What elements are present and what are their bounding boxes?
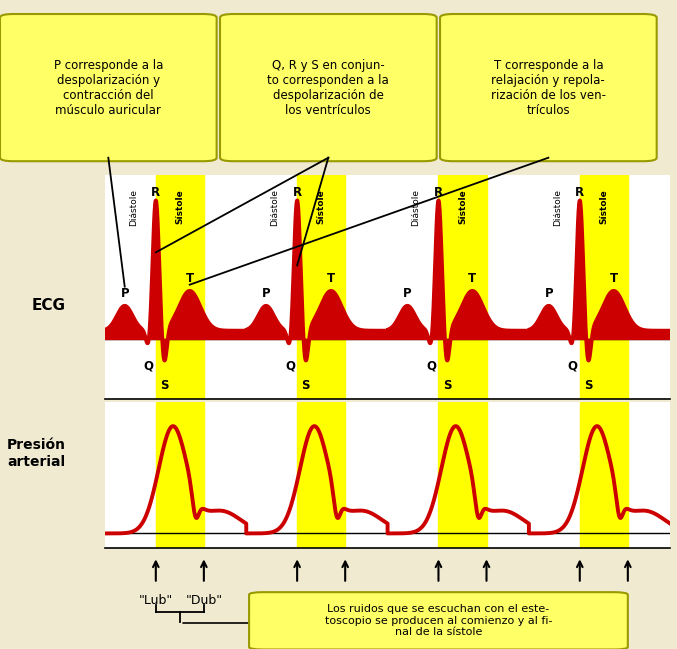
Text: P: P: [403, 287, 412, 300]
Text: Diástole: Diástole: [270, 190, 279, 227]
Text: R: R: [575, 186, 584, 199]
Text: S: S: [443, 379, 451, 392]
Text: Presión
arterial: Presión arterial: [6, 438, 66, 469]
Bar: [580, 175, 628, 399]
Text: Sístole: Sístole: [458, 190, 467, 224]
Bar: [439, 175, 487, 399]
Bar: [580, 402, 628, 548]
Text: Sístole: Sístole: [317, 190, 326, 224]
Text: T: T: [609, 272, 618, 285]
Text: Q: Q: [285, 359, 295, 372]
Text: Diástole: Diástole: [552, 190, 562, 227]
Text: Q, R y S en conjun-
to corresponden a la
despolarización de
los ventrículos: Q, R y S en conjun- to corresponden a la…: [267, 58, 389, 117]
Text: S: S: [584, 379, 592, 392]
FancyBboxPatch shape: [440, 14, 657, 161]
Bar: [439, 402, 487, 548]
Text: Diástole: Diástole: [412, 190, 420, 227]
Text: Sístole: Sístole: [599, 190, 609, 224]
Bar: [156, 402, 204, 548]
Text: Q: Q: [427, 359, 437, 372]
Bar: [297, 402, 345, 548]
Text: Q: Q: [144, 359, 154, 372]
Text: T corresponde a la
relajación y repola-
rización de los ven-
trículos: T corresponde a la relajación y repola- …: [491, 58, 606, 117]
Text: T: T: [468, 272, 477, 285]
Text: R: R: [151, 186, 160, 199]
Text: R: R: [292, 186, 302, 199]
Text: Q: Q: [568, 359, 577, 372]
Text: P corresponde a la
despolarización y
contracción del
músculo auricular: P corresponde a la despolarización y con…: [53, 58, 163, 117]
Text: R: R: [434, 186, 443, 199]
Text: Diástole: Diástole: [129, 190, 137, 227]
Text: Sístole: Sístole: [175, 190, 184, 224]
Text: S: S: [160, 379, 169, 392]
Text: P: P: [121, 287, 129, 300]
FancyBboxPatch shape: [220, 14, 437, 161]
Text: T: T: [185, 272, 194, 285]
FancyBboxPatch shape: [249, 592, 628, 649]
Bar: [297, 175, 345, 399]
Text: Los ruidos que se escuchan con el este-
toscopio se producen al comienzo y al fi: Los ruidos que se escuchan con el este- …: [325, 604, 552, 637]
Text: "Dub": "Dub": [185, 594, 223, 607]
Text: ECG: ECG: [31, 298, 66, 313]
FancyBboxPatch shape: [0, 14, 217, 161]
Text: S: S: [301, 379, 310, 392]
Bar: [156, 175, 204, 399]
Text: P: P: [544, 287, 553, 300]
Text: P: P: [262, 287, 270, 300]
Text: T: T: [327, 272, 335, 285]
Text: "Lub": "Lub": [139, 594, 173, 607]
